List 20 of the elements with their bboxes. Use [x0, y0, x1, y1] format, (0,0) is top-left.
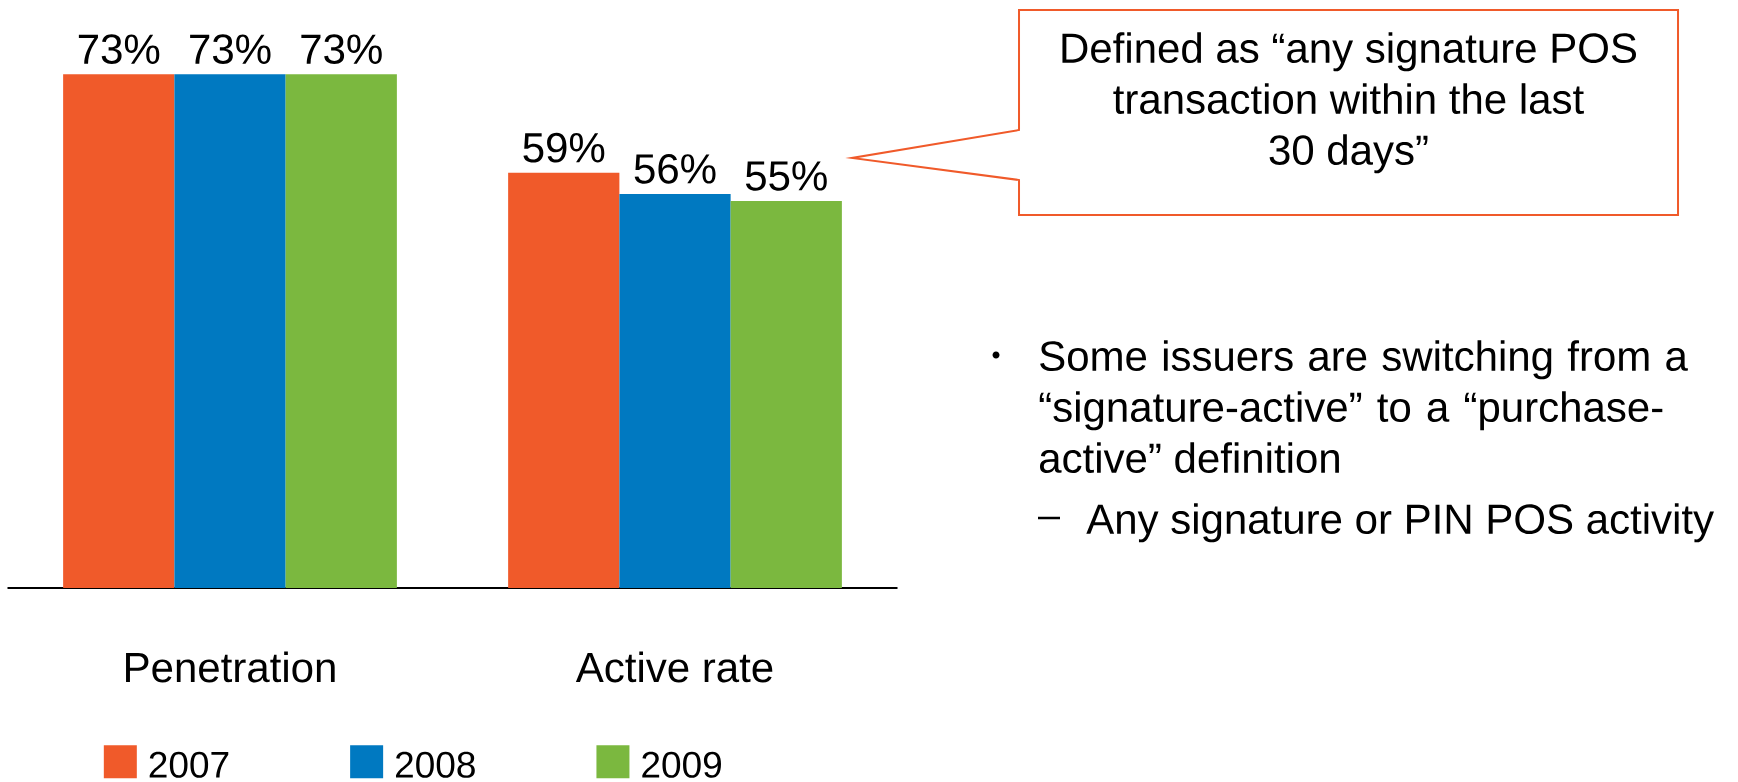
data-label: 73% — [301, 34, 382, 65]
x-tick-label: Penetration — [126, 651, 335, 683]
text: Some issuers are switching from a “signature-active” to a “purchase-active” definition — [1039, 340, 1688, 474]
x-tick-label: Active rate — [575, 651, 773, 683]
text: Defined as “any signature POS transaction within the last 30 days” — [1062, 32, 1636, 174]
bar — [730, 200, 842, 589]
data-label: 59% — [523, 132, 605, 163]
bar — [508, 172, 620, 589]
bar — [619, 193, 731, 589]
legend-label: 2009 — [642, 751, 721, 778]
data-label: 73% — [78, 34, 160, 65]
data-label: 55% — [745, 161, 827, 191]
data-label: 56% — [634, 153, 716, 184]
legend-label: 2008 — [396, 751, 475, 778]
legend-label: 2007 — [149, 751, 229, 778]
bar — [174, 74, 286, 589]
bar — [63, 74, 175, 589]
data-label: 73% — [190, 34, 271, 65]
bar — [285, 74, 397, 589]
text: Any signature or PIN POS activity — [1086, 503, 1714, 543]
